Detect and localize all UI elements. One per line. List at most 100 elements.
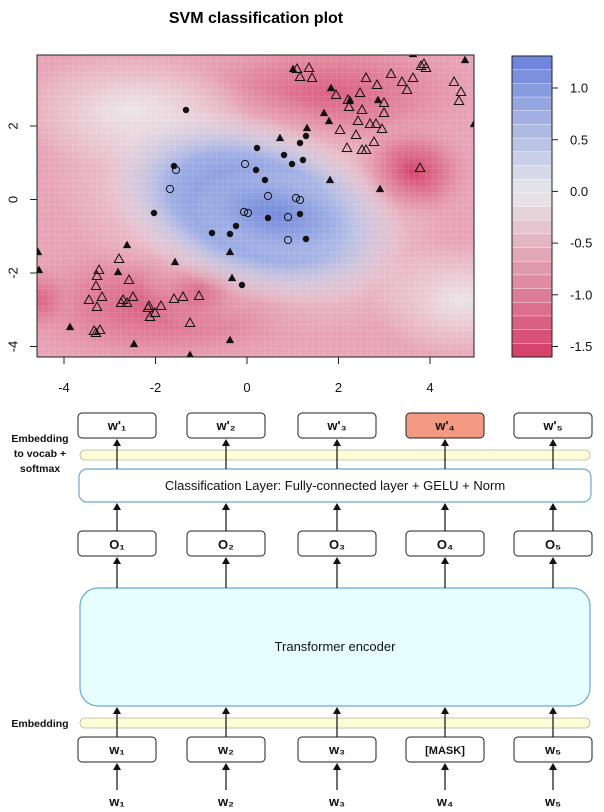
colorbar-band xyxy=(511,124,553,139)
output-word-box xyxy=(186,412,266,439)
class-b-support-point xyxy=(193,289,205,300)
colorbar-band xyxy=(511,192,553,208)
transformer-encoder xyxy=(79,587,591,707)
class-b-point xyxy=(324,116,334,125)
output-word-box xyxy=(297,412,377,439)
decision-surface xyxy=(37,55,474,357)
input-token-label: w₁ xyxy=(108,742,125,757)
class-b-support-point xyxy=(90,326,102,337)
class-b-support-point xyxy=(396,75,408,86)
colorbar-band xyxy=(511,233,553,249)
output-word-label: w'₄ xyxy=(434,418,454,433)
class-a-point xyxy=(280,151,288,159)
class-b-point xyxy=(225,335,235,344)
input-word-label: w₄ xyxy=(436,794,453,809)
class-b-support-point xyxy=(453,94,465,105)
class-b-point xyxy=(37,265,44,274)
class-b-support-point xyxy=(414,161,426,172)
output-word-label: w'₁ xyxy=(107,418,127,433)
class-b-support-point xyxy=(448,75,460,86)
class-a-support-point xyxy=(295,195,305,205)
class-b-support-point xyxy=(330,88,342,99)
class-a-point xyxy=(253,144,261,152)
class-b-point xyxy=(225,247,235,256)
class-b-support-point xyxy=(155,299,167,310)
colorbar-band xyxy=(511,137,553,153)
class-a-point xyxy=(238,281,246,289)
colorbar-tick-label: 0.0 xyxy=(570,184,588,199)
input-word-label: w₁ xyxy=(108,794,125,809)
class-a-point xyxy=(232,222,240,230)
class-b-support-point xyxy=(420,61,432,72)
colorbar-band xyxy=(511,329,553,345)
embedding-to-vocab-label-3: softmax xyxy=(20,463,60,475)
class-b-point xyxy=(326,83,336,92)
colorbar-band xyxy=(511,247,553,262)
class-a-point xyxy=(296,210,304,218)
colorbar-tick-label: 0.5 xyxy=(570,132,588,147)
x-tick-label: -4 xyxy=(58,380,70,395)
plot-title: SVM classification plot xyxy=(169,10,344,27)
class-b-support-point xyxy=(352,114,364,125)
output-word-box xyxy=(77,412,157,439)
class-b-point xyxy=(227,273,237,282)
colorbar-band xyxy=(511,69,553,85)
class-b-support-point xyxy=(378,106,390,117)
class-a-support-point xyxy=(291,193,301,203)
class-b-support-point xyxy=(368,135,380,146)
class-b-point xyxy=(375,184,385,193)
embedding-to-vocab-bar xyxy=(79,449,591,461)
colorbar-tick-label: -1.5 xyxy=(570,339,592,354)
class-b-support-point xyxy=(127,290,139,301)
y-tick-label: -4 xyxy=(6,341,21,353)
class-b-point xyxy=(37,247,43,256)
x-tick-label: 4 xyxy=(426,380,433,395)
class-a-point xyxy=(208,229,216,237)
class-a-point xyxy=(170,162,178,170)
class-b-support-point xyxy=(360,143,372,154)
input-word-label: w₃ xyxy=(328,794,345,809)
colorbar-band xyxy=(511,206,553,221)
class-a-support-point xyxy=(171,165,181,175)
input-token-label: w₅ xyxy=(544,742,561,757)
class-b-support-point xyxy=(376,122,388,133)
class-b-support-point xyxy=(149,306,161,317)
transformer-encoder-label: Transformer encoder xyxy=(275,639,397,654)
class-b-point xyxy=(408,55,418,58)
class-b-support-point xyxy=(455,85,467,96)
class-b-point xyxy=(170,257,180,266)
class-a-point xyxy=(150,209,158,217)
input-token-label: [MASK] xyxy=(425,745,465,757)
class-b-point xyxy=(373,95,383,104)
class-a-point xyxy=(288,160,296,168)
x-tick-label: -2 xyxy=(150,380,162,395)
class-b-support-point xyxy=(90,279,102,290)
class-b-support-point xyxy=(407,71,419,82)
class-a-point xyxy=(296,139,304,147)
colorbar-band xyxy=(511,343,553,358)
class-b-support-point xyxy=(401,83,413,94)
class-b-support-point xyxy=(177,290,189,301)
class-b-support-point xyxy=(83,293,95,304)
class-a-point xyxy=(226,230,234,238)
class-b-support-point xyxy=(354,86,366,97)
class-b-support-point xyxy=(360,71,372,82)
colorbar-band xyxy=(511,165,553,180)
class-b-point xyxy=(122,240,132,249)
class-b-point xyxy=(186,350,194,357)
class-b-point xyxy=(302,123,312,132)
class-b-support-point xyxy=(378,96,390,107)
class-a-support-point xyxy=(240,159,250,169)
class-a-point xyxy=(302,235,310,243)
y-axis: -4 -2 0 2 xyxy=(6,122,38,353)
output-word-label: w'₂ xyxy=(216,418,236,433)
class-b-support-point xyxy=(168,292,180,303)
class-b-point xyxy=(275,133,285,142)
colorbar-tick-label: -0.5 xyxy=(570,236,592,251)
colorbar-band xyxy=(511,151,553,167)
class-a-support-point xyxy=(283,235,293,245)
class-b-support-point xyxy=(121,296,133,307)
class-b-support-point xyxy=(93,263,105,274)
class-a-point xyxy=(264,214,272,222)
